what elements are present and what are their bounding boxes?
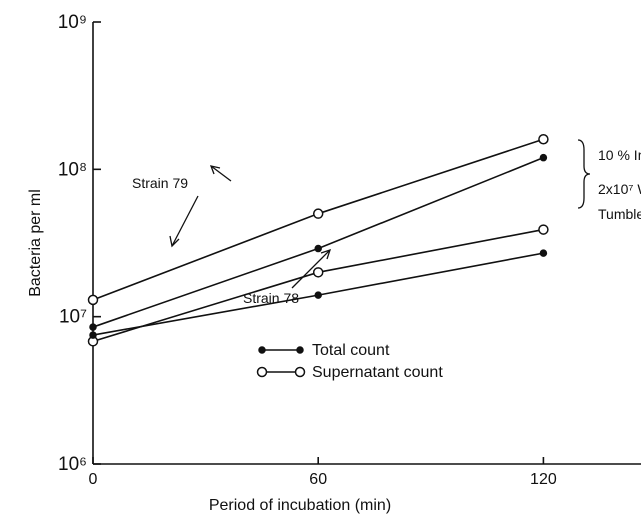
open-marker (312, 208, 324, 219)
y-tick-label: 10⁶ (58, 454, 87, 475)
open-marker (256, 366, 268, 378)
filled-marker (314, 291, 322, 299)
y-tick-label: 10⁷ (59, 307, 87, 328)
open-marker (538, 134, 549, 145)
x-tick-label: 120 (530, 471, 557, 488)
annotation: Tumbled (598, 206, 641, 222)
annotation: 2x10⁷ WBC (598, 181, 641, 197)
x-axis-label: Period of incubation (min) (209, 497, 391, 514)
x-tick-label: 0 (89, 471, 98, 488)
open-marker (312, 267, 324, 278)
legend-label: Total count (312, 342, 390, 359)
filled-marker (539, 249, 548, 257)
filled-marker (258, 346, 266, 354)
filled-marker (539, 153, 548, 162)
filled-marker (89, 331, 97, 339)
annotation: Strain 78 (243, 290, 299, 306)
legend-label: Supernatant count (312, 364, 443, 381)
annotation: Strain 79 (132, 175, 188, 191)
open-marker (538, 224, 549, 235)
arrows (169, 139, 591, 289)
y-axis-label: Bacteria per ml (27, 189, 44, 297)
annotation: 10 % Immune serum (598, 147, 641, 163)
open-marker (294, 366, 306, 378)
y-tick-label: 10⁹ (58, 12, 87, 33)
open-marker (87, 294, 99, 306)
filled-marker (296, 346, 304, 354)
filled-marker (89, 323, 97, 331)
y-tick-label: 10⁸ (58, 159, 87, 180)
x-tick-label: 60 (309, 471, 327, 488)
filled-marker (314, 244, 322, 253)
